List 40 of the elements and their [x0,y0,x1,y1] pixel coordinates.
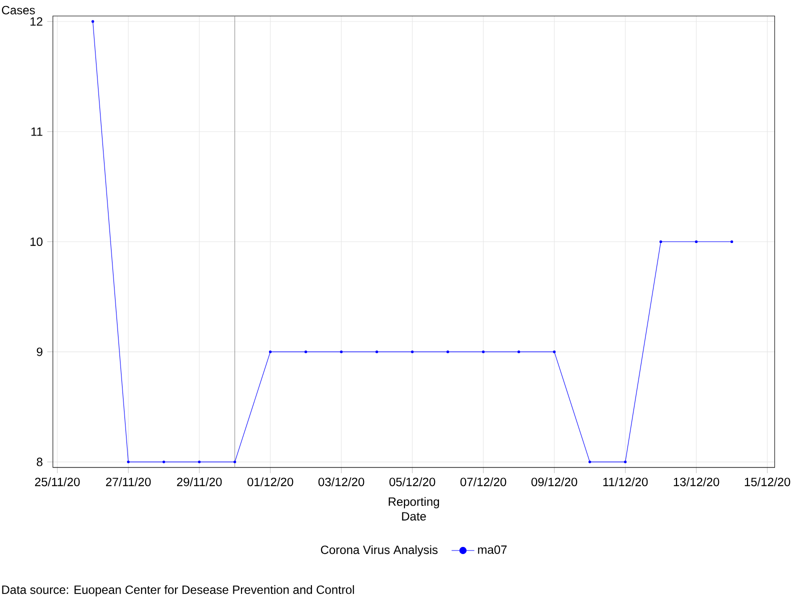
x-tick-label: 03/12/20 [318,477,364,486]
point [233,460,236,464]
point [659,240,662,243]
point [304,350,308,354]
x-tick-label: 13/12/20 [674,477,720,486]
y-tick-label: 11 [31,127,42,136]
y-tick-label: 9 [36,347,42,356]
y-axis-title: Cases [2,6,35,14]
x-tick-label: 11/12/20 [603,477,648,486]
x-tick-label: 09/12/20 [531,477,578,486]
x-tick-label: 27/11/20 [106,477,151,486]
x-tick-label: 15/12/20 [744,477,790,486]
y-tick-label: 8 [36,458,42,466]
point [694,240,698,243]
x-tick-label: 25/11/20 [35,477,80,486]
y-tick-label: 10 [30,237,42,246]
point [730,240,734,243]
source-note: Data source: Euopean Center for Desease Prevention and Control [2,585,354,596]
legend-title: Corona Virus Analysis [320,545,438,556]
point [340,350,343,354]
x-tick-label: 01/12/20 [247,477,294,486]
point [482,350,485,354]
y-tick-label: 12 [30,17,42,26]
x-axis-title: Reporting Date [388,496,439,520]
x-tick-label: 05/12/20 [389,477,436,486]
point [410,350,414,354]
point [126,460,130,464]
point [162,460,166,464]
x-tick-label: 07/12/20 [460,477,506,486]
point [624,460,627,464]
legend-label: ma07 [478,545,507,554]
point [91,20,94,23]
point [517,350,520,354]
point [198,460,201,464]
point [588,460,592,464]
point [446,350,450,354]
point [552,350,556,354]
x-tick-label: 29/11/20 [177,477,222,486]
point [375,350,378,354]
point [268,350,272,354]
